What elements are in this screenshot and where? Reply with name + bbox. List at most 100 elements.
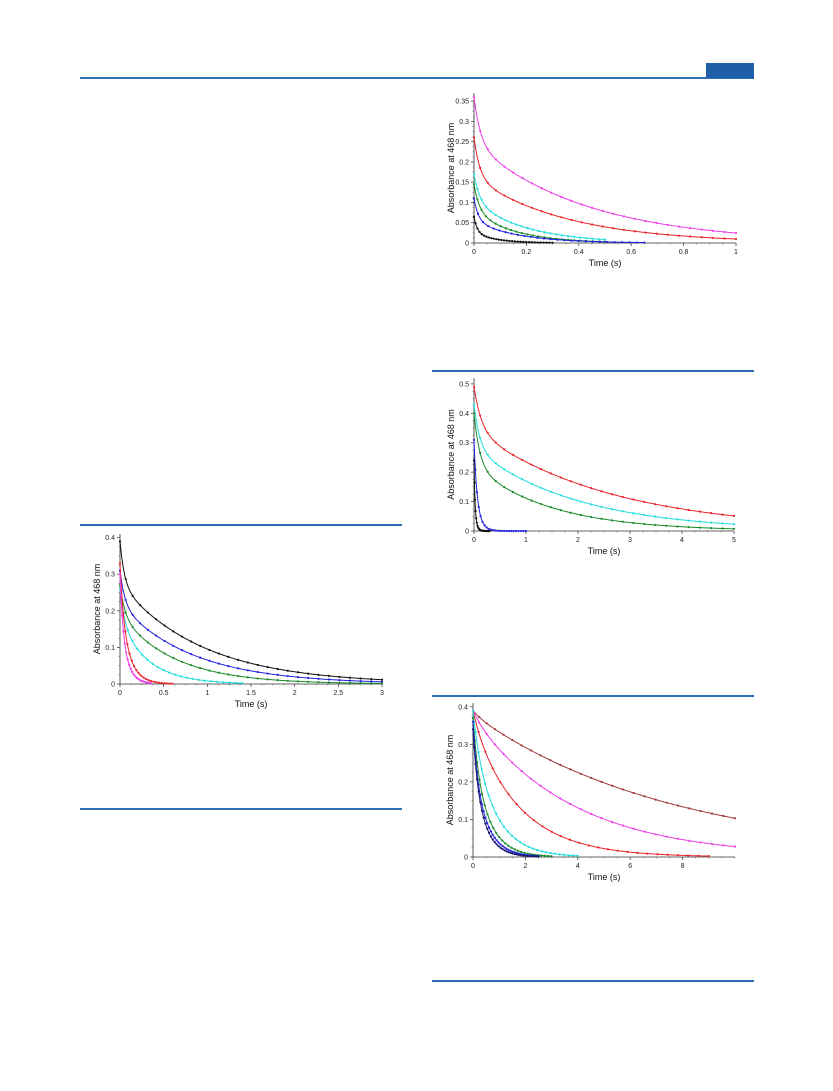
data-point-red	[145, 677, 148, 681]
data-point-cyan	[471, 709, 475, 712]
data-point-green	[327, 681, 331, 684]
data-point-green	[710, 526, 713, 530]
data-point-magenta	[149, 681, 152, 685]
data-point-black	[475, 517, 478, 520]
y-tick-label: 0.1	[458, 817, 468, 824]
data-point-blue	[472, 197, 476, 200]
x-tick-label: 0	[471, 863, 475, 870]
data-point-magenta	[479, 129, 482, 132]
data-point-cyan	[521, 478, 524, 481]
data-point-green	[513, 848, 516, 851]
data-point-red	[601, 225, 604, 228]
data-point-blue	[180, 649, 184, 652]
data-point-green	[495, 831, 498, 835]
series-line-magenta	[472, 710, 736, 848]
data-point-navy	[507, 851, 510, 854]
data-point-magenta	[511, 761, 514, 764]
data-point-blue	[500, 529, 504, 532]
data-point-red	[686, 854, 690, 857]
data-point-cyan	[654, 515, 657, 518]
data-point-red	[676, 854, 679, 857]
data-point-green	[654, 523, 657, 527]
data-point-green	[172, 656, 175, 660]
y-tick-label: 0.2	[105, 608, 115, 615]
data-point-cyan	[494, 213, 497, 217]
data-point-cyan	[472, 403, 476, 406]
x-tick-label: 1	[734, 249, 738, 256]
data-point-blue	[327, 678, 331, 681]
data-point-green	[266, 678, 269, 681]
data-point-cyan	[203, 679, 206, 682]
data-point-magenta	[530, 182, 534, 185]
data-point-green	[370, 682, 373, 685]
data-point-cyan	[480, 198, 483, 201]
data-point-navy	[532, 855, 536, 858]
data-point-brown	[485, 722, 488, 725]
data-point-blue	[475, 491, 479, 494]
data-point-red	[157, 681, 161, 684]
data-point-magenta	[600, 817, 603, 820]
data-point-cyan	[531, 847, 535, 850]
data-point-black	[500, 238, 503, 242]
data-point-red	[689, 235, 692, 238]
data-point-blue	[236, 667, 240, 670]
data-point-red	[597, 846, 600, 849]
data-point-red	[568, 838, 572, 841]
data-point-brown	[665, 801, 668, 804]
data-point-magenta	[472, 95, 476, 99]
data-point-black	[525, 240, 528, 244]
data-point-black	[256, 663, 259, 667]
data-point-red	[600, 490, 603, 493]
data-point-black	[266, 665, 269, 669]
data-point-red	[511, 453, 515, 457]
data-point-green	[494, 222, 497, 225]
data-point-red	[150, 679, 153, 683]
data-point-blue	[487, 826, 491, 829]
data-point-brown	[710, 812, 714, 815]
data-point-red	[140, 674, 143, 677]
data-point-green	[348, 681, 352, 685]
data-point-cyan	[569, 497, 572, 500]
data-point-black	[472, 459, 476, 462]
data-point-red	[700, 236, 703, 239]
data-point-red	[118, 562, 122, 565]
data-point-magenta	[676, 837, 680, 840]
data-point-blue	[643, 241, 646, 244]
data-point-green	[480, 208, 483, 211]
data-point-magenta	[580, 203, 583, 206]
chart-figure-middle-left: 0 0.5 1 1.5 2 2.5 3 0 0.1 0.2 0.3 0.4 Time (s) Absorb…	[90, 528, 400, 718]
data-point-cyan	[553, 852, 557, 855]
data-point-red	[697, 854, 700, 857]
x-tick-label: 6	[628, 863, 632, 870]
data-point-black	[527, 241, 531, 244]
data-point-blue	[524, 529, 528, 533]
data-point-green	[531, 234, 535, 237]
data-point-green	[155, 647, 158, 650]
data-point-blue	[307, 676, 310, 680]
data-point-black	[476, 524, 479, 527]
data-point-blue	[493, 836, 496, 839]
x-tick-label: 0	[472, 249, 476, 256]
data-point-red	[132, 664, 136, 668]
data-point-red	[486, 431, 489, 434]
data-point-red	[734, 237, 738, 241]
data-point-green	[189, 664, 193, 667]
data-point-cyan	[477, 751, 480, 754]
series-line-navy	[472, 729, 539, 858]
y-tick-label: 0.3	[459, 440, 469, 447]
data-point-green	[217, 671, 220, 674]
data-point-cyan	[549, 232, 552, 235]
chart-figure-bottom-right: 0 2 4 6 8 0 0.1 0.2 0.3 0.4 Time (s) Absorbance at …	[440, 698, 750, 888]
data-point-magenta	[129, 667, 132, 670]
data-point-cyan	[611, 508, 614, 511]
data-point-magenta	[710, 842, 714, 846]
y-tick-label: 0	[464, 855, 468, 862]
y-tick-label: 0.1	[459, 499, 469, 506]
data-point-magenta	[549, 791, 552, 794]
series-line-brown	[472, 710, 736, 819]
data-point-magenta	[632, 827, 635, 830]
data-point-blue	[146, 628, 150, 631]
data-point-green	[481, 792, 484, 796]
data-point-black	[217, 652, 220, 655]
data-point-black	[155, 618, 158, 621]
